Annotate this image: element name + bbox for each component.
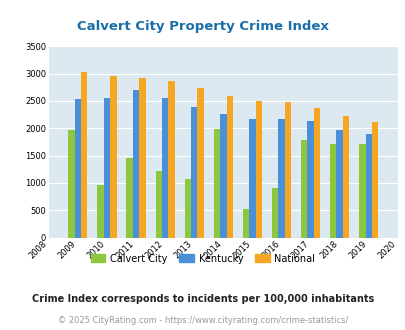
Bar bbox=[277, 119, 284, 238]
Bar bbox=[300, 140, 307, 238]
Bar bbox=[307, 121, 313, 238]
Bar bbox=[155, 171, 162, 238]
Bar bbox=[184, 179, 190, 238]
Bar bbox=[110, 76, 116, 238]
Bar bbox=[313, 108, 320, 238]
Bar bbox=[168, 81, 174, 238]
Bar bbox=[342, 116, 348, 238]
Bar bbox=[75, 99, 81, 238]
Bar bbox=[242, 209, 249, 238]
Bar bbox=[103, 98, 110, 238]
Bar bbox=[68, 130, 75, 238]
Bar bbox=[329, 144, 336, 238]
Text: © 2025 CityRating.com - https://www.cityrating.com/crime-statistics/: © 2025 CityRating.com - https://www.city… bbox=[58, 316, 347, 325]
Bar bbox=[371, 122, 377, 238]
Bar bbox=[213, 129, 220, 238]
Bar bbox=[271, 188, 277, 238]
Text: Calvert City Property Crime Index: Calvert City Property Crime Index bbox=[77, 20, 328, 33]
Text: Crime Index corresponds to incidents per 100,000 inhabitants: Crime Index corresponds to incidents per… bbox=[32, 294, 373, 304]
Bar bbox=[97, 185, 103, 238]
Bar bbox=[336, 130, 342, 238]
Bar bbox=[81, 72, 87, 238]
Legend: Calvert City, Kentucky, National: Calvert City, Kentucky, National bbox=[87, 249, 318, 267]
Bar bbox=[364, 134, 371, 238]
Bar bbox=[197, 88, 203, 238]
Bar bbox=[226, 96, 232, 238]
Bar bbox=[139, 79, 145, 238]
Bar bbox=[162, 98, 168, 238]
Bar bbox=[358, 144, 364, 238]
Bar bbox=[132, 90, 139, 238]
Bar bbox=[220, 114, 226, 238]
Bar bbox=[126, 158, 132, 238]
Bar bbox=[284, 102, 290, 238]
Bar bbox=[190, 108, 197, 238]
Bar bbox=[255, 101, 261, 238]
Bar bbox=[249, 119, 255, 238]
